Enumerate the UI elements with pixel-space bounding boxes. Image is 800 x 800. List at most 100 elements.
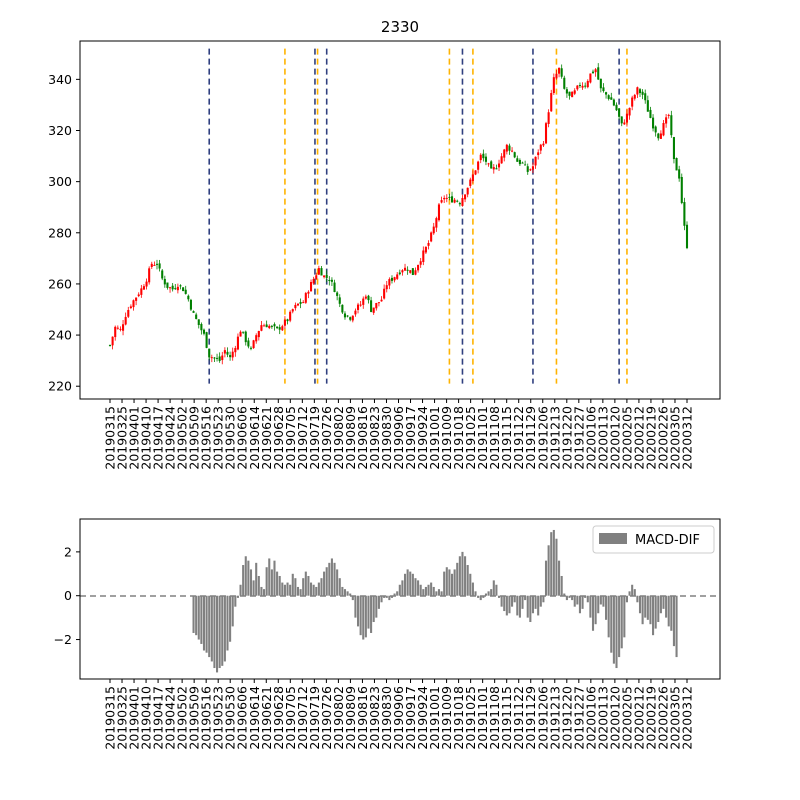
macd-bar: [422, 589, 425, 596]
candle-body: [229, 355, 232, 358]
macd-bar: [244, 556, 247, 596]
y-tick-label: 0: [64, 588, 72, 603]
y-tick-label: 280: [48, 225, 72, 240]
candle-body: [403, 267, 407, 271]
candle-body: [641, 91, 644, 95]
candle-body: [526, 166, 529, 172]
candle-body: [448, 196, 451, 198]
x-tick-label: 20190509: [187, 686, 202, 750]
macd-bar: [607, 595, 610, 638]
macd-bar: [419, 584, 422, 596]
macd-bar: [602, 595, 605, 607]
candle-body: [610, 97, 613, 100]
macd-bar: [299, 589, 302, 596]
x-tick-label: 20190516: [199, 686, 214, 750]
macd-bar: [205, 595, 208, 653]
macd-bar: [620, 595, 623, 649]
candle-body: [153, 264, 156, 266]
x-tick-label: 20190726: [319, 686, 334, 750]
candle-body: [231, 351, 234, 358]
macd-bar: [351, 595, 354, 601]
candle-body: [612, 99, 615, 106]
x-tick-label: 20190809: [343, 406, 358, 470]
x-tick-label: 20191129: [523, 686, 538, 750]
macd-bar: [636, 595, 639, 603]
candle-body: [456, 200, 459, 202]
candle-body: [226, 351, 229, 355]
candle-body: [503, 149, 506, 158]
macd-bar: [383, 595, 386, 598]
macd-bar: [234, 595, 237, 607]
candle-body: [571, 91, 574, 98]
macd-bar: [490, 589, 493, 596]
x-tick-label: 20190816: [355, 406, 370, 470]
x-tick-label: 20191018: [451, 686, 466, 750]
macd-bar: [309, 582, 313, 596]
candle-body: [330, 279, 333, 282]
candle-body: [252, 340, 255, 349]
x-tick-label: 20191108: [487, 406, 502, 470]
macd-bar: [605, 595, 608, 620]
macd-bar: [563, 593, 566, 596]
macd-bar: [628, 591, 631, 596]
candle-body: [563, 77, 566, 89]
macd-bar: [657, 595, 660, 623]
macd-bar: [610, 595, 613, 653]
macd-bar: [265, 567, 268, 596]
macd-bar: [649, 595, 652, 625]
macd-bar: [375, 595, 378, 618]
candle-body: [505, 144, 508, 152]
x-tick-label: 20190325: [115, 686, 130, 750]
macd-bar: [524, 595, 527, 601]
x-tick-label: 20200226: [655, 686, 670, 750]
candle-body: [208, 348, 211, 358]
candle-body: [333, 282, 336, 292]
macd-bar: [464, 556, 467, 596]
macd-bar: [430, 582, 433, 596]
macd-bar: [202, 595, 206, 651]
candle-body: [299, 301, 302, 304]
macd-bar: [362, 595, 365, 640]
candle-body: [453, 199, 456, 203]
candle-body: [581, 85, 584, 88]
macd-bar: [440, 591, 443, 596]
candle-body: [349, 317, 352, 320]
candle-body: [166, 282, 169, 288]
candle-body: [649, 109, 652, 118]
macd-bar: [469, 573, 472, 596]
macd-bar: [500, 595, 503, 607]
candle-body: [155, 263, 159, 265]
candle-body: [518, 159, 521, 165]
candle-body: [672, 137, 675, 160]
macd-bar: [213, 595, 216, 669]
candle-body: [242, 331, 245, 333]
candle-body: [414, 270, 417, 275]
x-tick-label: 20190621: [259, 406, 274, 470]
x-tick-label: 20190726: [319, 406, 334, 470]
candle-body: [192, 311, 195, 313]
macd-bar: [291, 573, 294, 596]
macd-bar: [612, 595, 615, 664]
candle-body: [187, 295, 190, 300]
candle-body: [513, 152, 516, 158]
candle-body: [443, 197, 446, 200]
candlesticks: [108, 63, 689, 365]
macd-bar: [484, 593, 488, 596]
macd-bar: [338, 578, 341, 596]
macd-bar: [594, 595, 597, 625]
x-tick-label: 20191129: [523, 406, 538, 470]
candle-body: [599, 78, 602, 89]
candle-body: [296, 303, 300, 306]
macd-bar: [672, 595, 675, 647]
macd-bar: [372, 595, 375, 623]
x-tick-label: 20190315: [103, 686, 118, 750]
macd-bar: [578, 595, 581, 614]
candle-body: [145, 281, 148, 287]
candle-body: [218, 356, 221, 361]
macd-bar: [276, 571, 279, 596]
x-tick-label: 20200205: [619, 686, 634, 750]
macd-bar: [492, 580, 495, 596]
macd-bar: [487, 591, 490, 596]
